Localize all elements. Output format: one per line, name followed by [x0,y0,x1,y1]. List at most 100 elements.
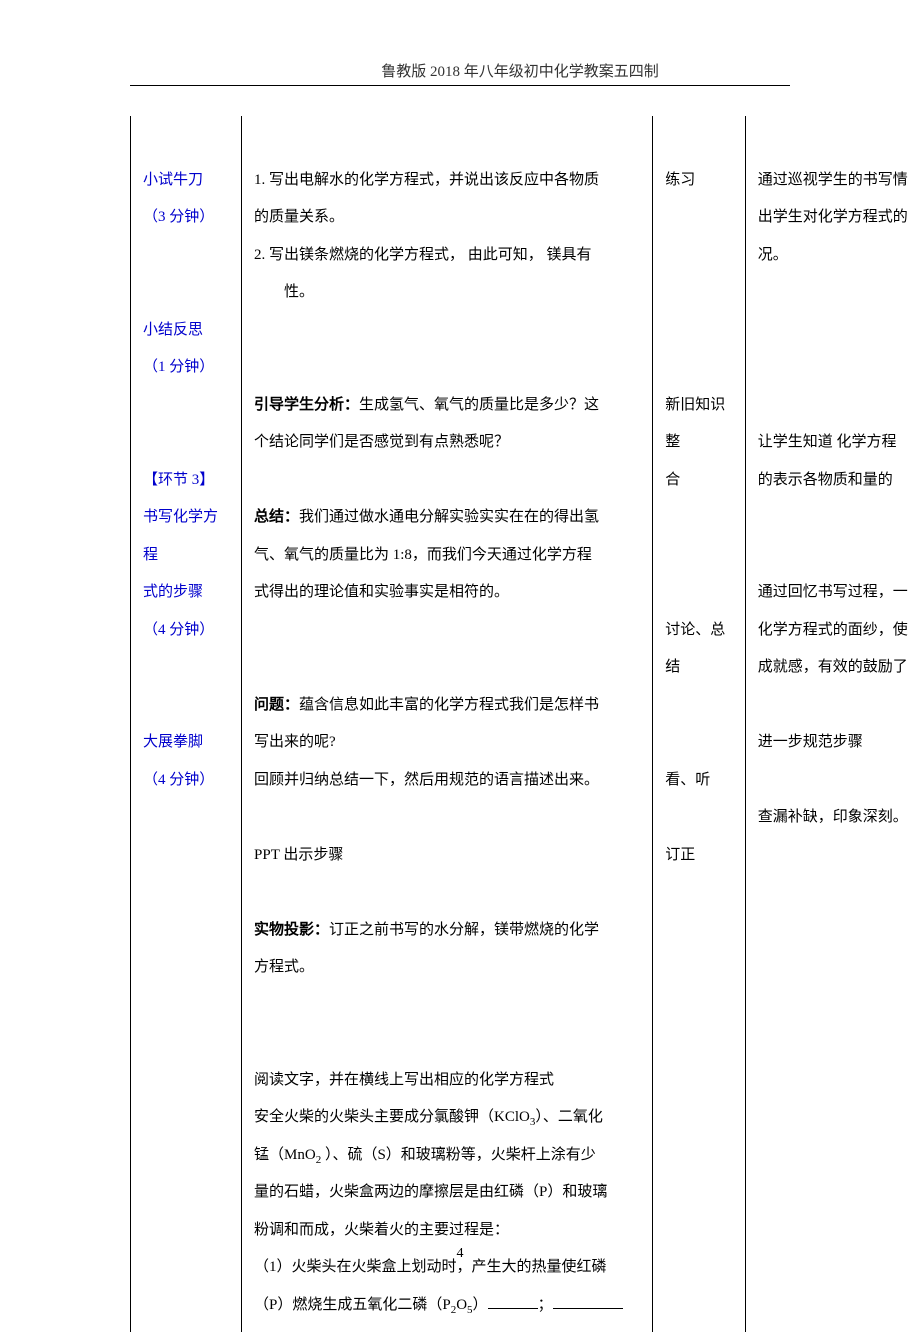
header-rule [130,85,790,86]
text-line: （4 分钟） [143,762,231,800]
text-line [665,874,735,912]
text-line [254,312,642,350]
text-line: 况。 [758,237,910,275]
text-line: 的质量关系。 [254,199,642,237]
text-line: 让学生知道 化学方程 [758,424,910,462]
text-line [143,237,231,275]
text-line: 式得出的理论值和实验事实是相符的。 [254,574,642,612]
text-line: 引导学生分析：生成氢气、氧气的质量比是多少？这 [254,387,642,425]
text-line [758,387,910,425]
text-line: （1 分钟） [143,349,231,387]
text-line: 阅读文字，并在横线上写出相应的化学方程式 [254,1062,642,1100]
text-line [758,124,910,162]
page-number: 4 [0,1246,920,1262]
text-line: （3 分钟） [143,199,231,237]
text-line: 性。 [254,274,642,312]
bold-label: 问题： [254,697,299,713]
text-line: 通过巡视学生的书写情 [758,162,910,200]
text-line: PPT 出示步骤 [254,837,642,875]
text-line [254,987,642,1025]
text-line [665,799,735,837]
text-line: 回顾并归纳总结一下，然后用规范的语言描述出来。 [254,762,642,800]
text-line [254,124,642,162]
text-line: 个结论同学们是否感觉到有点熟悉呢？ [254,424,642,462]
text-line: 进一步规范步骤 [758,724,910,762]
bold-label: 总结： [254,509,299,525]
text-line: 合 [665,462,735,500]
table-cell: 1. 写出电解水的化学方程式，并说出该反应中各物质的质量关系。2. 写出镁条燃烧… [242,116,653,1332]
text-line [665,312,735,350]
text-line [758,762,910,800]
text-line: （P）燃烧生成五氧化二磷（P2O5）； [254,1287,642,1325]
text-line [758,499,910,537]
text-line: 查漏补缺，印象深刻。 [758,799,910,837]
text-line [254,874,642,912]
text-line [665,199,735,237]
text-line: 练习 [665,162,735,200]
text-line [758,312,910,350]
bold-label: 实物投影： [254,922,329,938]
text-line: 成就感，有效的鼓励了 [758,649,910,687]
text-line [665,537,735,575]
text-line: 的表示各物质和量的 [758,462,910,500]
text-line [254,1024,642,1062]
table-cell: 小试牛刀（3 分钟） 小结反思（1 分钟） 【环节 3】书写化学方程式的步骤 （4… [131,116,242,1332]
text-line: 写出来的呢? [254,724,642,762]
page-header: 鲁教版 2018 年八年级初中化学教案五四制 [0,60,920,81]
text-line [254,349,642,387]
text-line [143,124,231,162]
text-line [143,274,231,312]
text-line: 量的石蜡，火柴盒两边的摩擦层是由红磷（P）和玻璃 [254,1174,642,1212]
text-line [665,912,735,950]
text-line [254,612,642,650]
text-line [665,124,735,162]
text-line [254,799,642,837]
text-line [758,687,910,725]
text-line: 总结：我们通过做水通电分解实验实实在在的得出氢 [254,499,642,537]
text-line: 新旧知识整 [665,387,735,462]
text-line [254,649,642,687]
text-line: 小试牛刀 [143,162,231,200]
text-line [758,837,910,875]
text-line: 1. 写出电解水的化学方程式，并说出该反应中各物质 [254,162,642,200]
text-line: 实物投影：订正之前书写的水分解，镁带燃烧的化学 [254,912,642,950]
text-line: 粉调和而成，火柴着火的主要过程是： [254,1212,642,1250]
text-line: 气、氧气的质量比为 1:8，而我们今天通过化学方程 [254,537,642,575]
text-line [143,387,231,425]
text-line: 方程式。 [254,949,642,987]
text-line: 【环节 3】 [143,462,231,500]
text-line: 锰（MnO2 ）、硫（S）和玻璃粉等，火柴杆上涂有少 [254,1137,642,1175]
text-line [665,349,735,387]
text-line: 书写化学方程 [143,499,231,574]
text-line: 订正 [665,837,735,875]
text-line: 出学生对化学方程式的 [758,199,910,237]
text-line: 问题：蕴含信息如此丰富的化学方程式我们是怎样书 [254,687,642,725]
text-line: 通过回忆书写过程，一 [758,574,910,612]
text-line [758,349,910,387]
document-page: 鲁教版 2018 年八年级初中化学教案五四制 小试牛刀（3 分钟） 小结反思（1… [0,0,920,1302]
text-line [758,874,910,912]
text-line: 式的步骤 [143,574,231,612]
text-line [665,574,735,612]
text-line [254,462,642,500]
text-line [758,274,910,312]
text-line [665,237,735,275]
table-row: 小试牛刀（3 分钟） 小结反思（1 分钟） 【环节 3】书写化学方程式的步骤 （4… [131,116,920,1332]
text-line [665,724,735,762]
text-line: 化学方程式的面纱，使 [758,612,910,650]
text-line: 看、听 [665,762,735,800]
text-line [665,499,735,537]
text-line [143,649,231,687]
text-line: 2. 写出镁条燃烧的化学方程式， 由此可知， 镁具有 [254,237,642,275]
text-line [665,274,735,312]
table-cell: 练习 新旧知识整合 讨论、总结 看、听 订正 [653,116,746,1332]
text-line [758,537,910,575]
lesson-plan-table: 小试牛刀（3 分钟） 小结反思（1 分钟） 【环节 3】书写化学方程式的步骤 （4… [130,116,920,1332]
table-cell: 通过巡视学生的书写情出学生对化学方程式的况。 让学生知道 化学方程的表示各物质和… [745,116,920,1332]
text-line: 安全火柴的火柴头主要成分氯酸钾（KClO3）、二氧化 [254,1099,642,1137]
text-line: 大展拳脚 [143,724,231,762]
text-line: 小结反思 [143,312,231,350]
text-line [143,687,231,725]
text-line [665,687,735,725]
text-line [143,424,231,462]
